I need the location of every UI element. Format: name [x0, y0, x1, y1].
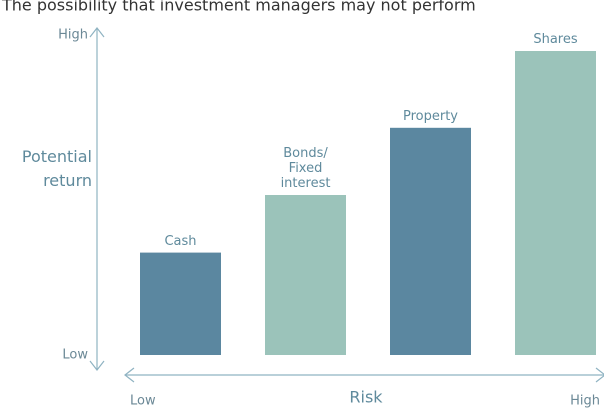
bar — [390, 127, 471, 355]
category-label: Property — [402, 108, 458, 124]
y-axis-label: Potential return — [21, 147, 92, 190]
y-tick-label: High — [58, 28, 88, 43]
category-label: Cash — [164, 233, 197, 249]
chart-title: The possibility that investment managers… — [1, 0, 476, 15]
x-arrow-left — [124, 367, 135, 383]
x-arrow-right — [595, 367, 604, 383]
x-end-label: High — [570, 394, 600, 409]
y-arrow-bottom — [89, 360, 105, 371]
bar — [515, 51, 596, 355]
bar — [265, 195, 346, 355]
x-end-label: Low — [130, 394, 156, 409]
y-arrow-top — [89, 27, 105, 38]
bar — [140, 252, 221, 355]
x-axis-label: Risk — [349, 388, 383, 407]
axes — [89, 27, 604, 383]
category-label: Bonds/ Fixed interest — [280, 146, 331, 191]
y-tick-label: Low — [62, 348, 88, 363]
category-label: Shares — [533, 32, 578, 47]
